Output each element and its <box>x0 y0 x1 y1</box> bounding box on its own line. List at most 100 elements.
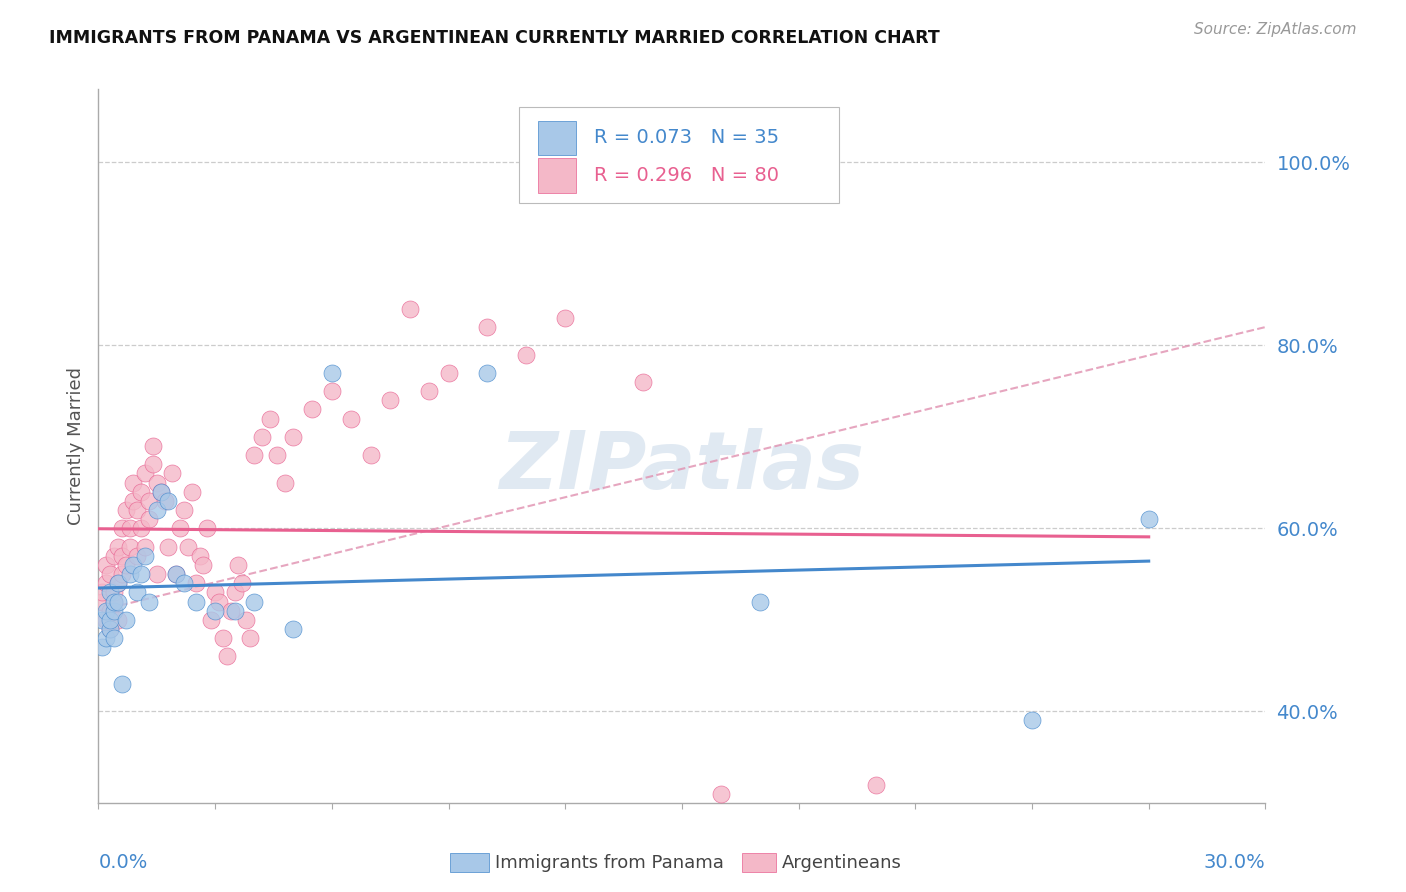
Point <box>127 503 149 517</box>
Point <box>212 631 235 645</box>
Point <box>266 448 288 462</box>
Point <box>91 594 114 608</box>
Point <box>184 594 207 608</box>
Point <box>173 503 195 517</box>
Point <box>138 594 160 608</box>
Point <box>865 777 887 791</box>
Point <box>96 631 118 645</box>
Point <box>111 567 134 582</box>
Point <box>208 594 231 608</box>
Point <box>122 494 145 508</box>
Bar <box>538 159 575 193</box>
Point <box>98 567 121 582</box>
Point <box>219 604 242 618</box>
Point <box>177 540 200 554</box>
Point <box>321 366 343 380</box>
Point <box>200 613 222 627</box>
Point <box>98 604 121 618</box>
Point <box>180 484 202 499</box>
Point <box>340 411 363 425</box>
Point <box>224 604 246 618</box>
Point <box>111 677 134 691</box>
Point <box>122 558 145 572</box>
Point <box>321 384 343 398</box>
Point <box>748 594 770 608</box>
Point <box>165 567 187 582</box>
Point <box>157 494 180 508</box>
Point <box>103 594 125 608</box>
Point <box>281 622 304 636</box>
Point <box>96 613 118 627</box>
Point <box>138 512 160 526</box>
Point <box>91 585 114 599</box>
Point <box>134 549 156 563</box>
Point <box>103 631 125 645</box>
Point <box>239 631 262 645</box>
Point <box>146 475 169 490</box>
Point <box>224 585 246 599</box>
Point <box>1137 512 1160 526</box>
Point <box>114 503 136 517</box>
Point <box>710 787 733 801</box>
Point <box>129 484 152 499</box>
Point <box>204 604 226 618</box>
Point <box>301 402 323 417</box>
Point <box>103 594 125 608</box>
Point <box>360 448 382 462</box>
Point <box>250 430 273 444</box>
Point <box>554 310 576 325</box>
Point <box>107 594 129 608</box>
Point <box>193 558 215 572</box>
Point <box>173 576 195 591</box>
Point <box>1021 814 1043 829</box>
Point <box>477 320 499 334</box>
FancyBboxPatch shape <box>519 107 839 203</box>
Text: 30.0%: 30.0% <box>1204 853 1265 871</box>
Point <box>127 585 149 599</box>
Text: Argentineans: Argentineans <box>782 854 901 871</box>
Point <box>515 347 537 361</box>
Point <box>142 458 165 472</box>
Point <box>1021 714 1043 728</box>
Y-axis label: Currently Married: Currently Married <box>66 367 84 525</box>
Point <box>184 576 207 591</box>
Point <box>142 439 165 453</box>
Point <box>91 613 114 627</box>
Point <box>114 558 136 572</box>
Point <box>96 558 118 572</box>
Point <box>162 467 184 481</box>
Point <box>107 540 129 554</box>
Point <box>149 484 172 499</box>
Text: IMMIGRANTS FROM PANAMA VS ARGENTINEAN CURRENTLY MARRIED CORRELATION CHART: IMMIGRANTS FROM PANAMA VS ARGENTINEAN CU… <box>49 29 941 46</box>
Point <box>235 613 257 627</box>
Point <box>138 494 160 508</box>
Point <box>146 503 169 517</box>
Point <box>134 467 156 481</box>
Point <box>259 411 281 425</box>
Point <box>103 549 125 563</box>
Point <box>98 622 121 636</box>
Point <box>149 484 172 499</box>
Point <box>98 585 121 599</box>
Point <box>243 594 266 608</box>
Point <box>169 521 191 535</box>
Point <box>107 576 129 591</box>
Text: ZIPatlas: ZIPatlas <box>499 428 865 507</box>
Point <box>103 585 125 599</box>
Point <box>129 567 152 582</box>
Point <box>107 613 129 627</box>
Point <box>165 567 187 582</box>
Point <box>153 494 176 508</box>
Point <box>418 384 440 398</box>
Point <box>118 521 141 535</box>
Point <box>274 475 297 490</box>
Point <box>118 540 141 554</box>
Point <box>111 521 134 535</box>
Text: R = 0.296   N = 80: R = 0.296 N = 80 <box>595 166 779 185</box>
Point <box>231 576 253 591</box>
Point <box>195 521 218 535</box>
Point <box>96 576 118 591</box>
Point <box>631 375 654 389</box>
Text: 0.0%: 0.0% <box>98 853 148 871</box>
Point <box>107 576 129 591</box>
